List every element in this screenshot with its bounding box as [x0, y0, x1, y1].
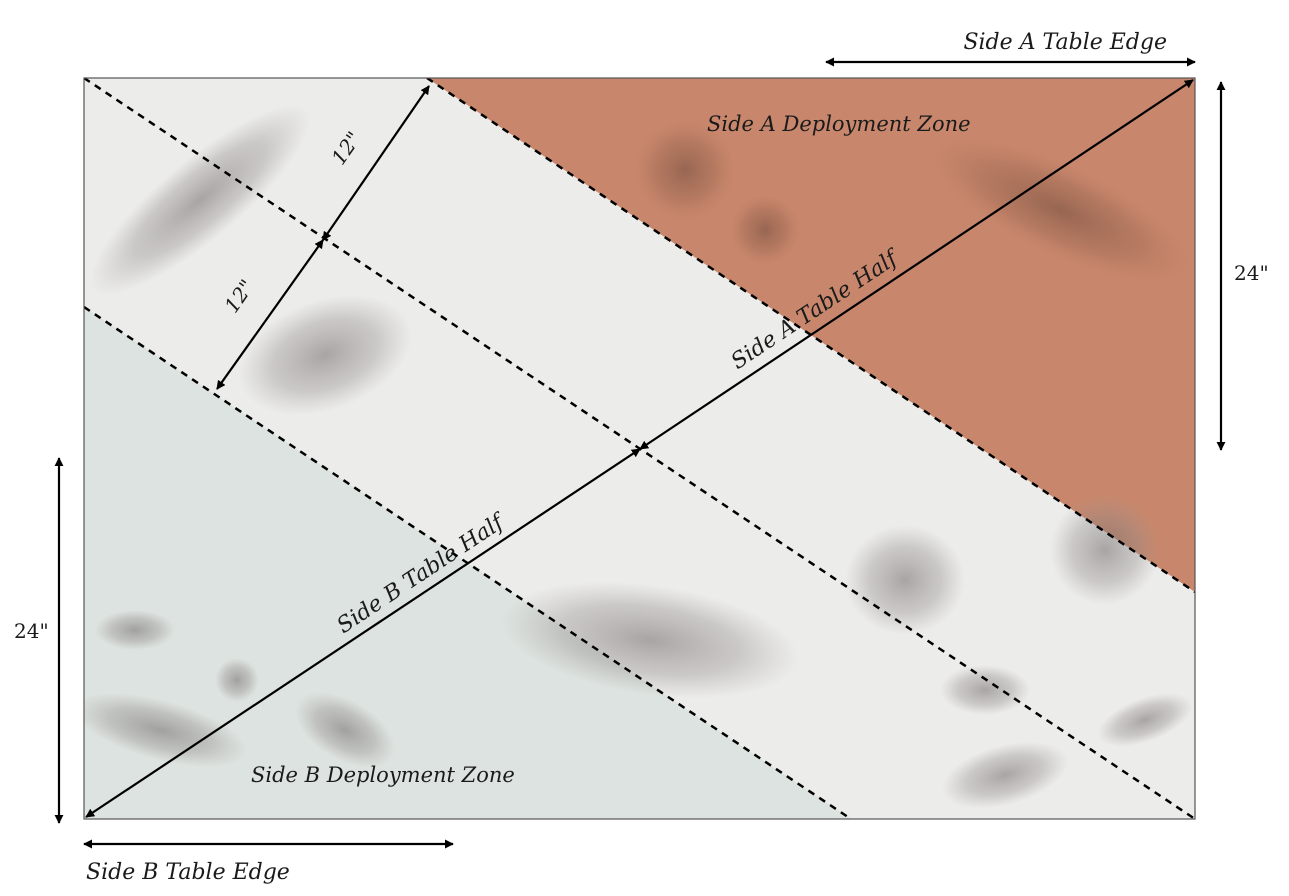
measurement-arrows — [54, 57, 1226, 849]
rock-ridge — [941, 741, 1069, 809]
game-table — [83, 77, 1196, 820]
rock-ridge — [1097, 693, 1193, 747]
height-left-label: 24" — [14, 619, 49, 643]
rock-outcrop — [730, 195, 800, 265]
diagonal-arrow-side-b — [85, 448, 641, 818]
rock-outcrop — [1050, 495, 1160, 605]
distance-arrow-upper — [322, 85, 430, 241]
height-right-label: 24" — [1234, 261, 1269, 285]
distance-arrow-lower — [216, 239, 324, 390]
side-b-deployment-zone-label: Side B Deployment Zone — [251, 763, 515, 787]
table-border — [83, 77, 1196, 820]
rock-ridge — [95, 610, 175, 650]
rock-ridge — [940, 665, 1030, 715]
rock-ridge — [89, 104, 311, 296]
side-a-table-edge-label: Side A Table Edge — [963, 30, 1167, 55]
side-a-deployment-zone-label: Side A Deployment Zone — [707, 112, 971, 136]
rock-outcrop — [215, 658, 259, 702]
boundary-line — [426, 78, 1195, 594]
diagonal-arrow-side-a — [639, 79, 1194, 450]
side-b-table-edge-label: Side B Table Edge — [86, 860, 290, 885]
rock-outcrop — [845, 525, 965, 635]
